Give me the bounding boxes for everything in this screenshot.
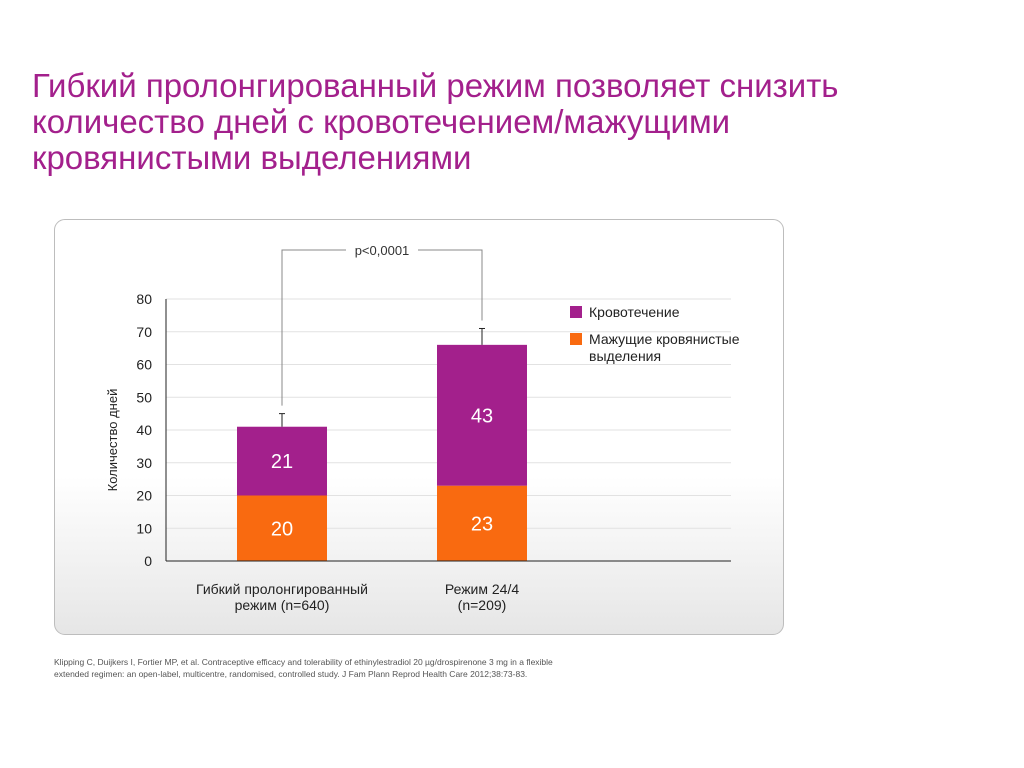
citation: Klipping C, Duijkers I, Fortier MP, et a…: [54, 656, 614, 680]
title-line-3: кровянистыми выделениями: [32, 139, 472, 176]
y-tick-label: 70: [136, 324, 152, 340]
title-line-2: количество дней с кровотечением/мажущими: [32, 103, 731, 140]
bar-segment: [237, 495, 327, 561]
legend-label: Кровотечение: [589, 304, 680, 320]
y-axis-title: Количество дней: [105, 389, 120, 492]
x-category-label: Режим 24/4: [445, 581, 520, 597]
legend-label: Мажущие кровянистые: [589, 331, 740, 347]
x-category-label: (n=209): [458, 597, 507, 613]
legend-swatch: [570, 333, 582, 345]
bar-data-label: 43: [471, 405, 493, 427]
bars: [237, 327, 527, 561]
y-tick-label: 80: [136, 291, 152, 307]
page-title: Гибкий пролонгированный режим позволяет …: [32, 68, 932, 176]
x-category-label: Гибкий пролонгированный: [196, 581, 368, 597]
bar-data-label: 20: [271, 518, 293, 540]
y-tick-label: 30: [136, 455, 152, 471]
bar-segment: [437, 344, 527, 486]
citation-line-2: extended regimen: an open-label, multice…: [54, 669, 528, 679]
y-tick-label: 60: [136, 357, 152, 373]
axes: 0 10 20 30 40 50 60 70 80 Количество дней Гибкий п…: [105, 291, 731, 613]
title-line-1: Гибкий пролонгированный режим позволяет …: [32, 67, 839, 104]
y-tick-label: 40: [136, 422, 152, 438]
x-category-label: режим (n=640): [235, 597, 330, 613]
p-value-annotation: p<0,0001: [355, 243, 410, 258]
citation-line-1: Klipping C, Duijkers I, Fortier MP, et a…: [54, 657, 553, 667]
y-tick-label: 10: [136, 520, 152, 536]
bracket-right-arm: [418, 249, 483, 321]
y-tick-label: 0: [144, 553, 152, 569]
bracket-left-arm: [281, 249, 346, 406]
bar-segment: [237, 426, 327, 496]
y-tick-label: 20: [136, 488, 152, 504]
bar-segment: [437, 485, 527, 561]
significance-bracket: p<0,0001: [281, 243, 483, 406]
legend-label: выделения: [589, 348, 661, 364]
y-tick-label: 50: [136, 389, 152, 405]
data-labels: 20 21 23 43: [271, 405, 493, 540]
bar-data-label: 23: [471, 513, 493, 535]
chart-panel: 0 10 20 30 40 50 60 70 80 Количество дней Гибкий п…: [54, 219, 784, 635]
stacked-bar-chart: 0 10 20 30 40 50 60 70 80 Количество дней Гибкий п…: [105, 243, 740, 613]
bar-data-label: 21: [271, 451, 293, 473]
legend-swatch: [570, 306, 582, 318]
